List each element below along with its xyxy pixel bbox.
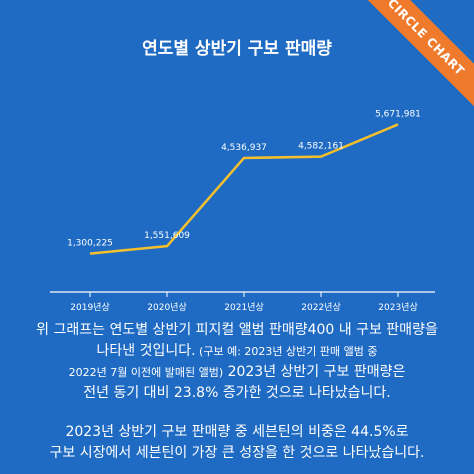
x-tick-label: 2020년상 [147,302,186,313]
caption-line: 2023년 상반기 구보 판매량 중 세븐틴의 비중은 44.5%로 [65,424,409,440]
series-line [89,123,399,255]
data-label: 4,536,937 [221,143,267,153]
x-tick-label: 2021년상 [224,302,263,313]
caption-line: 위 그래프는 연도별 상반기 피지컬 앨범 판매량400 내 구보 판매량을 [36,322,438,338]
caption-line: 나타낸 것입니다. (구보 예: 2023년 상반기 판매 앨범 중 [0,341,474,362]
caption-line: 전년 동기 대비 23.8% 증가한 것으로 나타났습니다. [83,385,391,401]
data-label: 1,551,609 [144,231,190,241]
caption-line: 2022년 7월 이전에 발매된 앨범) 2023년 상반기 구보 판매량은 [0,362,474,383]
x-tick-label: 2019년상 [70,302,109,313]
caption-note: (구보 예: 2023년 상반기 판매 앨범 중 [195,345,378,358]
caption-text: 나타낸 것입니다. [96,343,196,359]
x-tick-label: 2023년상 [378,302,417,313]
data-label: 1,300,225 [67,239,113,249]
caption-text: 2023년 상반기 구보 판매량은 [223,364,406,380]
line-chart: 1,300,225 2019년상 1,551,609 2020년상 4,536,937 2… [50,109,435,313]
caption-line: 구보 시장에서 세븐틴이 가장 큰 성장을 한 것으로 나타났습니다. [49,445,425,461]
chart-title: 연도별 상반기 구보 판매량 [142,39,332,59]
data-label: 4,582,161 [298,142,344,152]
data-label: 5,671,981 [375,109,421,119]
caption-note: 2022년 7월 이전에 발매된 앨범) [68,366,224,379]
caption: 위 그래프는 연도별 상반기 피지컬 앨범 판매량400 내 구보 판매량을 나… [0,320,474,464]
x-tick-label: 2022년상 [301,302,340,313]
